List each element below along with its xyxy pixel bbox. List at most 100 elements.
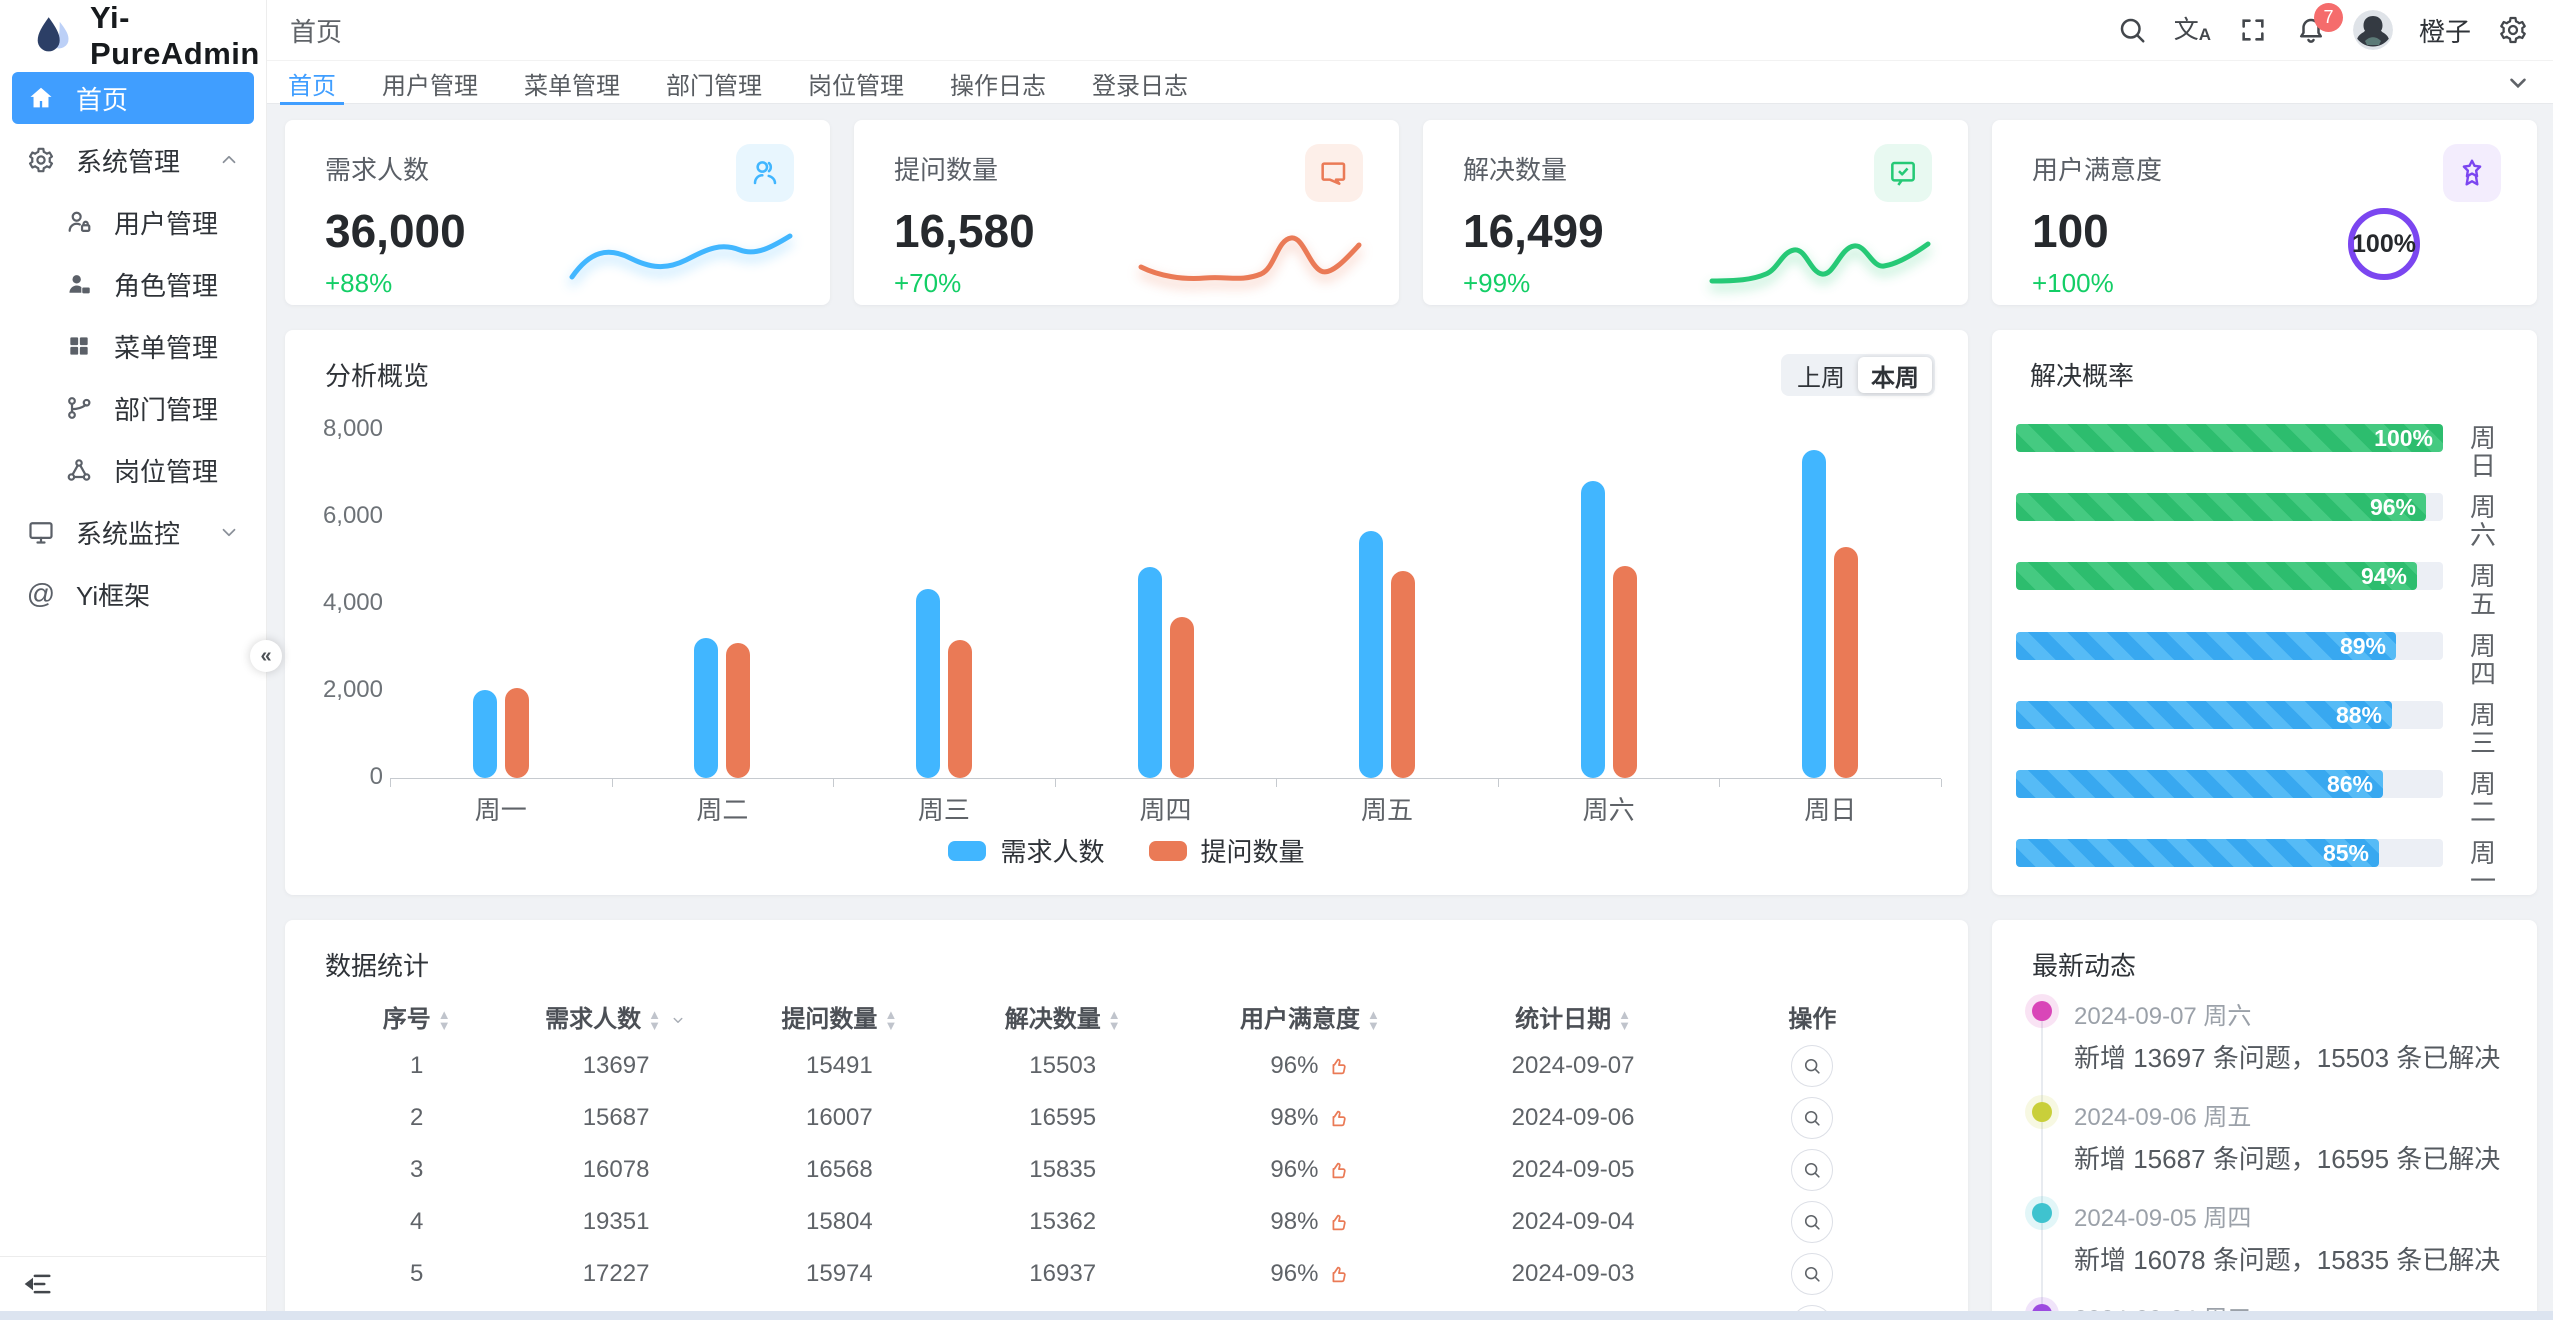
thumb-up-icon — [1327, 1159, 1349, 1181]
bar-提问数量-周一 — [504, 688, 529, 778]
satisfaction-value: 96% — [1270, 1260, 1319, 1287]
table-title: 数据统计 — [325, 951, 430, 981]
table-cell: 16937 — [1029, 1260, 1097, 1287]
sidebar-item-monitor[interactable]: 系统监控 — [12, 506, 254, 558]
solve-probability-card: 解决概率 100% 周日 96% 周六 94% 周五 89% 周四 88% 周三 86% 周二 85% 周… — [1992, 330, 2537, 895]
column-header-操作: 操作 — [1701, 992, 1924, 1040]
view-detail-button[interactable] — [1791, 1201, 1834, 1243]
breadcrumb[interactable]: 首页 — [290, 16, 343, 47]
operation-cell — [1701, 1092, 1924, 1144]
tab-菜单管理[interactable]: 菜单管理 — [524, 72, 620, 100]
water-drop-logo-icon — [30, 14, 74, 58]
table-cell: 15974 — [806, 1260, 873, 1287]
column-header-用户满意度[interactable]: 用户满意度 ▲ ▼ — [1174, 992, 1445, 1040]
latest-news-card: 最新动态 2024-09-07 周六 新增 13697 条问题，15503 条已解… — [1992, 920, 2537, 1320]
thumb-up-icon — [1327, 1107, 1349, 1129]
satisfaction-cell: 98% — [1174, 1092, 1445, 1144]
table-cell: 4 — [410, 1208, 424, 1235]
menu-fold-icon[interactable] — [22, 1268, 54, 1300]
tab-操作日志[interactable]: 操作日志 — [950, 72, 1046, 100]
sort-carets-icon[interactable]: ▲ ▼ — [648, 1007, 662, 1034]
metric-value: 16,499 — [1463, 205, 1604, 257]
sidebar-collapse-button[interactable]: « — [250, 640, 282, 672]
table-cell: 15362 — [1029, 1208, 1097, 1235]
column-header-提问数量[interactable]: 提问数量 ▲ ▼ — [728, 992, 951, 1040]
horizontal-scrollbar[interactable] — [0, 1311, 2553, 1320]
progress-fill: 94% — [2016, 562, 2417, 590]
sidebar-item-home[interactable]: 首页 — [12, 72, 254, 124]
app-logo: Yi-PureAdmin — [0, 0, 266, 72]
progress-percent-label: 96% — [2369, 494, 2416, 520]
table-row: 4 19351 15804 15362 98% 2024-09-04 — [329, 1196, 1924, 1248]
bar-需求人数-周五 — [1359, 531, 1384, 778]
sidebar-subitem[interactable]: 岗位管理 — [12, 444, 254, 496]
tab-岗位管理[interactable]: 岗位管理 — [808, 72, 904, 100]
view-detail-button[interactable] — [1791, 1253, 1834, 1295]
view-detail-button[interactable] — [1791, 1097, 1834, 1139]
view-detail-button[interactable] — [1791, 1149, 1834, 1191]
timeline-entry: 2024-09-06 周五 新增 15687 条问题，16595 条已解决 — [2032, 1097, 2523, 1176]
tab-首页[interactable]: 首页 — [280, 61, 344, 105]
sidebar-subitem[interactable]: 菜单管理 — [12, 320, 254, 372]
sort-carets-icon[interactable]: ▲ ▼ — [437, 1007, 451, 1034]
timeline: 2024-09-07 周六 新增 13697 条问题，15503 条已解决 2024… — [2032, 996, 2523, 1320]
sparkline-blue — [569, 233, 793, 280]
post-nodes-icon — [64, 455, 94, 485]
tabs-more-chevron-down-icon[interactable] — [2505, 69, 2531, 95]
sidebar-item-system[interactable]: 系统管理 — [12, 134, 254, 186]
table-cell: 16568 — [806, 1156, 873, 1183]
satisfaction-cell: 96% — [1174, 1248, 1445, 1300]
column-header-统计日期[interactable]: 统计日期 ▲ ▼ — [1445, 992, 1700, 1040]
magnifier-icon — [1802, 1212, 1822, 1232]
legend-item-需求人数[interactable]: 需求人数 — [948, 832, 1105, 869]
tab-部门管理[interactable]: 部门管理 — [666, 72, 762, 100]
sidebar-subitem[interactable]: 角色管理 — [12, 258, 254, 310]
app-title: Yi-PureAdmin — [90, 0, 260, 71]
sort-carets-icon[interactable]: ▲ ▼ — [1107, 1007, 1121, 1034]
column-label: 操作 — [1788, 1005, 1837, 1033]
column-header-解决数量[interactable]: 解决数量 ▲ ▼ — [951, 992, 1174, 1040]
column-header-需求人数[interactable]: 需求人数 ▲ ▼ — [504, 992, 727, 1040]
progress-fill: 89% — [2016, 632, 2396, 660]
bar-提问数量-周日 — [1834, 547, 1859, 778]
operation-cell — [1701, 1040, 1924, 1092]
x-axis-label: 周六 — [1582, 795, 1635, 825]
settings-gear-icon[interactable] — [2497, 14, 2529, 46]
notification-bell-icon[interactable]: 7 — [2295, 3, 2343, 46]
sort-carets-icon[interactable]: ▲ ▼ — [1366, 1007, 1380, 1034]
sidebar-subitem[interactable]: 部门管理 — [12, 382, 254, 434]
table-cell: 13697 — [582, 1052, 650, 1079]
legend-item-提问数量[interactable]: 提问数量 — [1148, 832, 1305, 869]
satisfaction-cell: 96% — [1174, 1040, 1445, 1092]
fullscreen-icon[interactable] — [2237, 14, 2269, 46]
progress-day-label: 周二 — [2470, 769, 2497, 827]
date-cell: 2024-09-03 — [1511, 1260, 1635, 1287]
search-icon[interactable] — [2116, 14, 2148, 46]
progress-day-label: 周一 — [2470, 838, 2497, 896]
tab-用户管理[interactable]: 用户管理 — [382, 72, 478, 100]
username[interactable]: 橙子 — [2418, 16, 2471, 47]
data-statistics-card: 数据统计 序号 ▲ ▼ 需求人数 ▲ ▼ 提问数量 ▲ ▼ 解决数量 ▲ ▼ 用户满意度 ▲ ▼ 统计日期 ▲ ▼… — [285, 920, 1968, 1320]
timeline-line — [2041, 1010, 2043, 1320]
view-detail-button[interactable] — [1791, 1045, 1834, 1087]
table-cell: 16078 — [582, 1156, 650, 1183]
toggle-本周[interactable]: 本周 — [1858, 357, 1932, 393]
sort-carets-icon[interactable]: ▲ ▼ — [884, 1007, 898, 1034]
sidebar-item-yi[interactable]: @ Yi框架 — [12, 568, 254, 620]
tab-strip: 首页 用户管理 菜单管理 部门管理 岗位管理 操作日志 登录日志 — [280, 61, 1234, 105]
bar-提问数量-周五 — [1391, 571, 1416, 778]
column-label: 提问数量 — [781, 1005, 878, 1033]
column-header-序号[interactable]: 序号 ▲ ▼ — [329, 992, 504, 1040]
tab-登录日志[interactable]: 登录日志 — [1092, 72, 1188, 100]
chevron-down-icon[interactable] — [669, 1011, 687, 1029]
toggle-上周[interactable]: 上周 — [1797, 364, 1845, 392]
sort-carets-icon[interactable]: ▲ ▼ — [1618, 1007, 1631, 1034]
sidebar-item-label: 系统管理 — [76, 146, 181, 177]
avatar[interactable] — [2352, 10, 2393, 50]
user-lock-icon — [64, 207, 94, 237]
sidebar-subitem[interactable]: 用户管理 — [12, 196, 254, 248]
bar-提问数量-周二 — [726, 643, 751, 778]
timeline-text: 新增 15687 条问题，16595 条已解决 — [2074, 1144, 2501, 1174]
